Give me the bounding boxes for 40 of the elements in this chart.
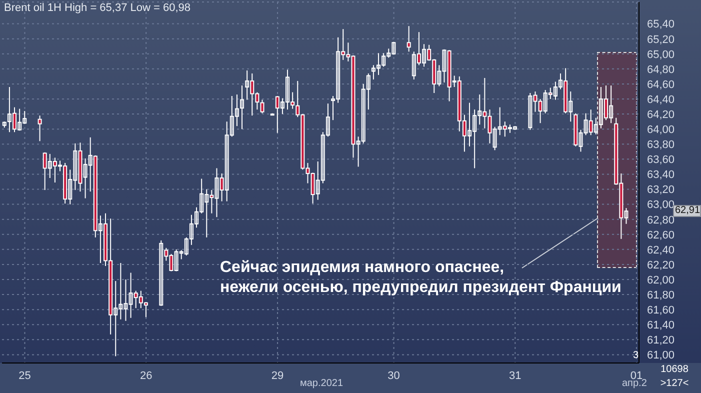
y-tick-label: 62,00 (647, 274, 675, 286)
x-tick-label: 30 (388, 370, 400, 382)
y-tick-label: 63,80 (647, 139, 675, 152)
text: >127< (659, 378, 690, 389)
y-tick-label: 63,00 (647, 199, 675, 212)
y-tick-label: 62,20 (647, 259, 675, 272)
y-tick-label: 62,80 (647, 214, 675, 226)
y-tick-label: 64,60 (647, 78, 675, 91)
x-tick-label: 25 (18, 370, 31, 382)
x-tick-label: 29 (271, 370, 284, 382)
text: мар.2021 (300, 378, 344, 389)
annotation: Сейчас эпидемия намного опаснее, нежели осенью, предупредил президент Франции (220, 258, 622, 298)
text: 10698 (660, 364, 690, 375)
y-tick-label: 64,00 (647, 124, 675, 136)
y-tick-label: 65,00 (647, 48, 675, 61)
candlestick (240, 84, 244, 130)
y-tick-label: 65,20 (647, 34, 675, 46)
y-tick-label: 61,20 (647, 334, 675, 347)
x-tick-label: 31 (509, 370, 522, 382)
y-tick-label: 61,00 (647, 350, 675, 362)
y-tick-label: 62,40 (647, 244, 675, 256)
text: 62,91 (673, 205, 701, 217)
y-tick-label: 61,40 (647, 320, 675, 332)
y-tick-label: 63,20 (647, 184, 675, 196)
y-tick-label: 63,40 (647, 169, 675, 182)
chart-title: Brent oil 1H High = 65,37 Low = 60,98 (4, 2, 191, 14)
candlestick (38, 115, 42, 142)
candlestick (406, 26, 411, 52)
x-tick-label: 26 (140, 370, 152, 382)
y-tick-label: 65,40 (647, 18, 675, 31)
y-tick-label: 64,20 (647, 108, 675, 121)
annotation: 3 (633, 350, 639, 361)
text: апр.2 (622, 378, 647, 389)
y-tick-label: 61,60 (647, 304, 675, 317)
y-tick-label: 63,60 (647, 154, 675, 166)
y-tick-label: 64,40 (647, 94, 675, 106)
y-tick-label: 62,60 (647, 229, 675, 242)
candlestick (260, 99, 264, 114)
y-tick-label: 61,80 (647, 289, 675, 302)
y-tick-label: 64,80 (647, 64, 675, 76)
